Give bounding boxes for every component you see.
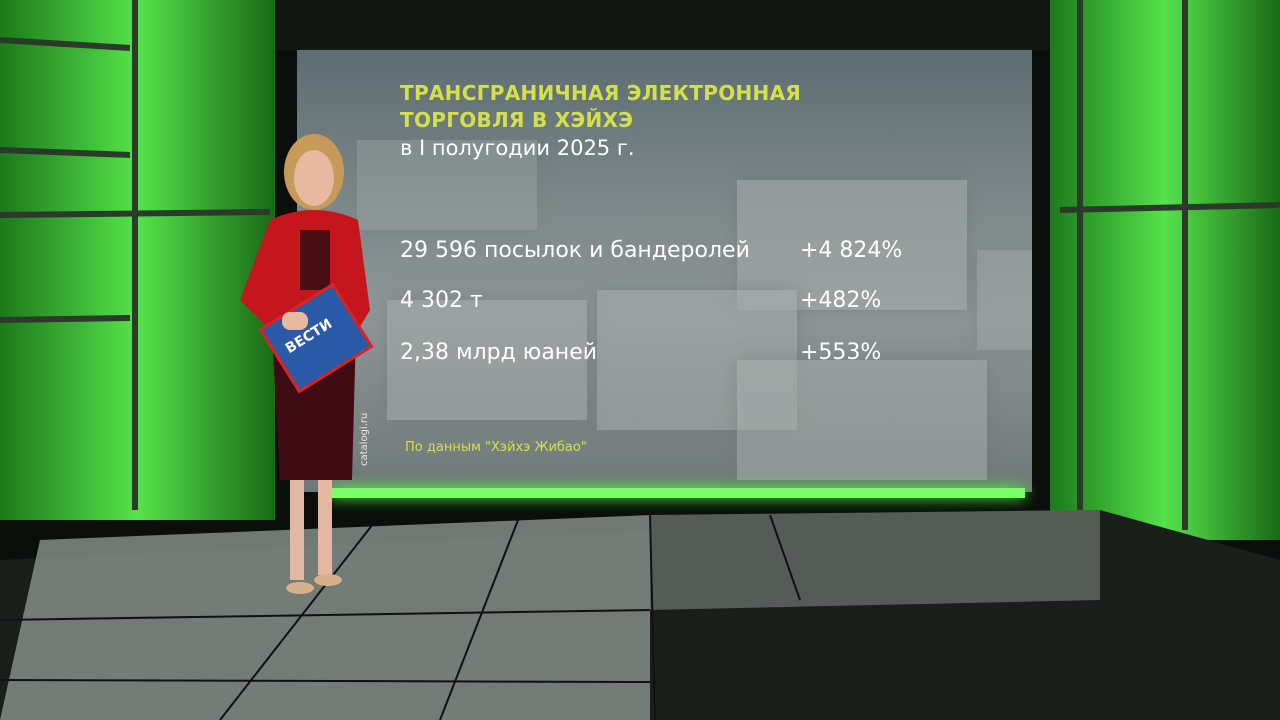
- row-label: 29 596 посылок и бандеролей: [400, 238, 750, 263]
- title-line: ТОРГОВЛЯ В ХЭЙХЭ: [400, 108, 634, 132]
- source: По данным "Хэйхэ Жибао": [405, 440, 587, 455]
- subtitle: в I полугодии 2025 г.: [400, 136, 635, 160]
- row-label: 4 302 т: [400, 288, 483, 313]
- row-label: 2,38 млрд юаней: [400, 340, 598, 365]
- title-line: ТРАНСГРАНИЧНАЯ ЭЛЕКТРОННАЯ: [400, 81, 802, 105]
- video-wall: ТРАНСГРАНИЧНАЯ ЭЛЕКТРОННАЯ ТОРГОВЛЯ В ХЭ…: [297, 50, 1032, 492]
- title: ТРАНСГРАНИЧНАЯ ЭЛЕКТРОННАЯ ТОРГОВЛЯ В ХЭ…: [400, 80, 801, 134]
- screen-glow: [330, 488, 1025, 498]
- row-change: +4 824%: [800, 238, 903, 263]
- row-change: +553%: [800, 340, 882, 365]
- hand: [282, 312, 308, 330]
- row-change: +482%: [800, 288, 882, 313]
